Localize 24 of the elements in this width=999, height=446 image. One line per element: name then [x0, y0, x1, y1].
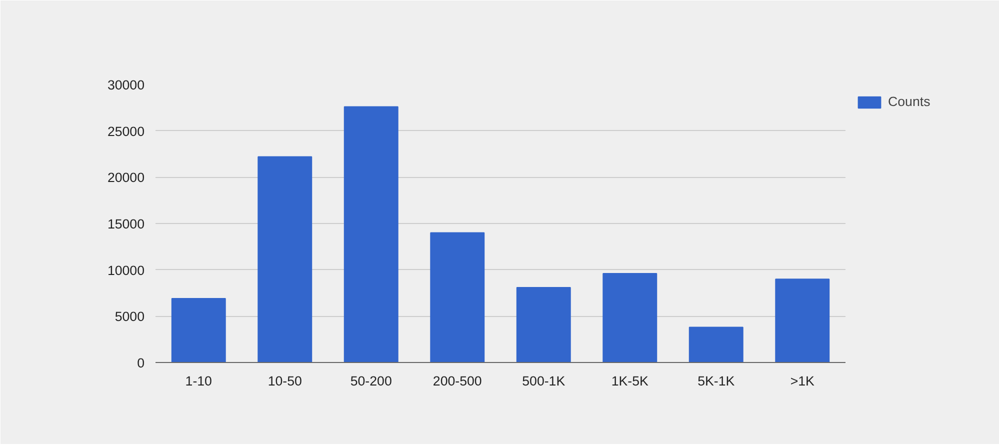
bar [602, 273, 658, 362]
y-tick-label: 5000 [114, 309, 145, 324]
bar [258, 156, 312, 362]
x-tick-label: 200-500 [432, 374, 482, 388]
x-tick-label: 10-50 [268, 374, 302, 388]
x-tick-label: 1K-5K [611, 374, 649, 388]
y-tick-label: 30000 [107, 78, 144, 92]
y-tick-label: 25000 [107, 124, 144, 139]
bar [516, 286, 571, 362]
y-tick-label: 10000 [107, 262, 144, 278]
bar [171, 298, 226, 362]
legend-label: Counts [888, 94, 930, 109]
x-tick-label: 5K-1K [698, 374, 735, 388]
bar [430, 232, 485, 362]
y-tick-label: 0 [137, 356, 145, 370]
y-tick-label: 15000 [107, 216, 144, 232]
bar [344, 106, 398, 362]
x-tick-label: 500-1K [522, 374, 566, 388]
x-tick-label: >1K [790, 374, 815, 388]
bar [775, 278, 830, 362]
x-tick-label: 50-200 [350, 374, 392, 388]
y-tick-label: 20000 [107, 170, 144, 186]
x-tick-label: 1-10 [185, 374, 212, 388]
bar [688, 326, 744, 362]
